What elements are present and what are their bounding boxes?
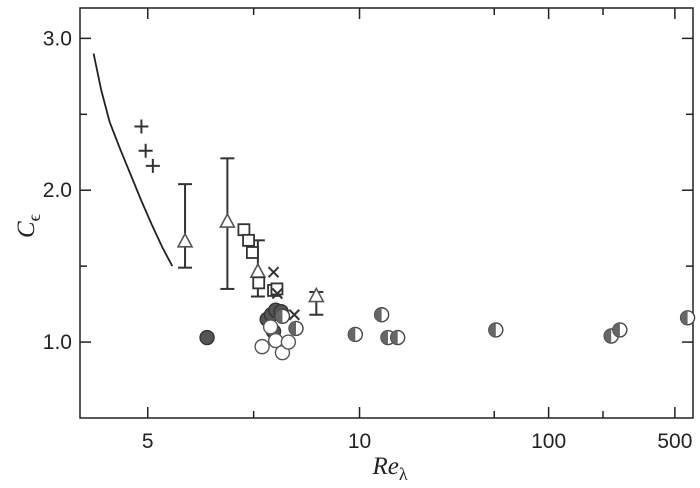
x-tick-label: 100	[531, 430, 566, 453]
point-square	[245, 246, 259, 259]
y-tick-label: 1.0	[43, 331, 72, 354]
point-circle-half-fill	[348, 327, 356, 342]
point-triangle	[307, 286, 325, 303]
axis-tick-labels: 1.0 2.0 3.0 5 10 100 500	[43, 27, 693, 453]
point-circle-half-fill	[612, 322, 620, 337]
point-plus	[134, 119, 149, 134]
point-circle-open	[280, 334, 297, 350]
point-circle-half-fill	[374, 307, 382, 322]
axis-ticks	[80, 8, 693, 418]
point-circle-half-fill	[289, 321, 296, 336]
point-circle-filled	[199, 329, 215, 346]
point-cross	[267, 266, 280, 278]
y-tick-label: 2.0	[43, 179, 72, 202]
point-square	[242, 233, 255, 247]
plot-frame	[79, 7, 694, 419]
point-circle-half-fill	[604, 329, 612, 343]
point-cross	[288, 309, 301, 321]
x-tick-label: 10	[348, 430, 371, 453]
point-square	[237, 223, 251, 237]
x-tick-label: 5	[142, 430, 154, 453]
theory-curve	[92, 53, 174, 267]
point-triangle	[176, 232, 194, 248]
x-axis-label: Reλ	[371, 453, 407, 484]
y-axis-label: Cϵ	[13, 214, 44, 238]
point-circle-open	[262, 319, 279, 335]
point-circle-half-fill	[488, 322, 496, 337]
point-square	[252, 276, 266, 290]
point-circle-half-fill	[275, 309, 283, 324]
point-triangle	[249, 262, 267, 279]
point-triangle	[219, 212, 236, 228]
data-marks	[92, 53, 696, 361]
point-plus	[145, 158, 160, 173]
point-circle-half-fill	[680, 310, 688, 325]
point-circle-open	[254, 338, 270, 355]
point-circle-half-fill	[390, 330, 398, 345]
y-tick-label: 3.0	[43, 27, 72, 50]
x-tick-label: 500	[657, 430, 692, 453]
point-cross	[271, 287, 284, 300]
point-plus	[138, 143, 153, 158]
point-circle-half-fill	[380, 330, 388, 345]
